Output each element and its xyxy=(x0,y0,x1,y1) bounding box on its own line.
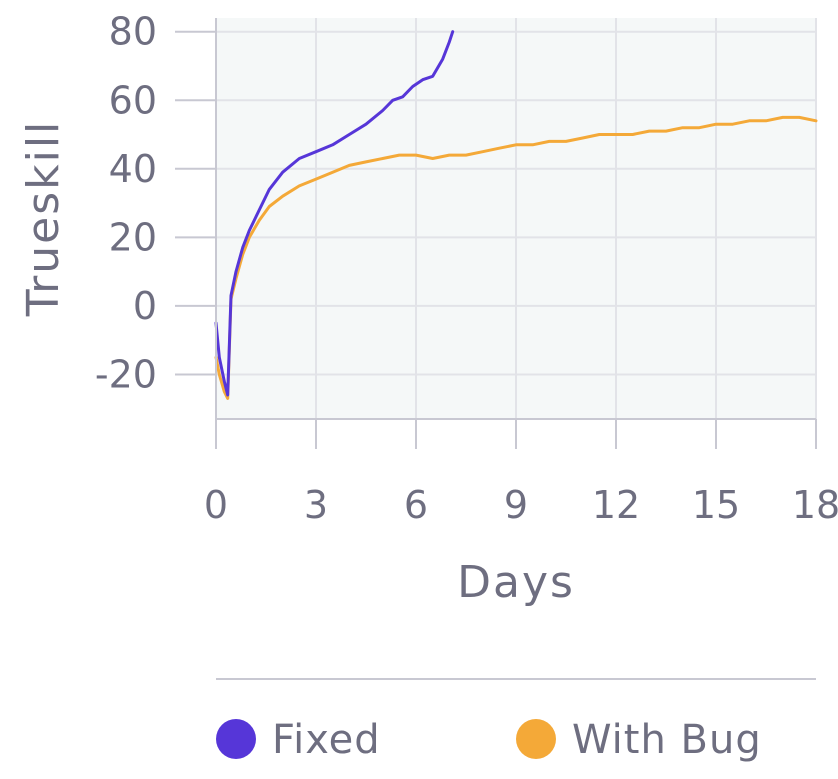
y-axis-ticks: -20 0 20 40 60 80 xyxy=(95,10,216,396)
x-tick-label: 15 xyxy=(692,483,740,527)
x-tick-label: 18 xyxy=(792,483,838,527)
x-tick-label: 0 xyxy=(204,483,228,527)
legend-label-fixed: Fixed xyxy=(272,717,381,763)
x-tick-label: 9 xyxy=(504,483,528,527)
legend-label-with-bug: With Bug xyxy=(572,717,762,763)
y-tick-label: 60 xyxy=(109,78,157,122)
y-tick-label: 20 xyxy=(109,215,157,259)
legend-swatch-fixed xyxy=(216,719,256,759)
legend: Fixed With Bug xyxy=(216,717,762,763)
y-tick-label: 40 xyxy=(109,147,157,191)
y-tick-label: 80 xyxy=(109,10,157,54)
x-tick-label: 12 xyxy=(592,483,640,527)
series-lines xyxy=(214,30,818,400)
x-tick-label: 3 xyxy=(304,483,328,527)
legend-swatch-with-bug xyxy=(516,719,556,759)
series-line-fixed xyxy=(214,30,455,397)
y-tick-label: -20 xyxy=(95,352,157,396)
x-tick-label: 6 xyxy=(404,483,428,527)
x-axis-title: Days xyxy=(457,557,575,608)
y-axis-title: Trueskill xyxy=(18,120,69,318)
y-tick-label: 0 xyxy=(133,284,157,328)
x-axis-ticks: 0 3 6 9 12 15 18 xyxy=(204,419,838,527)
series-line-with-bug xyxy=(214,115,818,400)
